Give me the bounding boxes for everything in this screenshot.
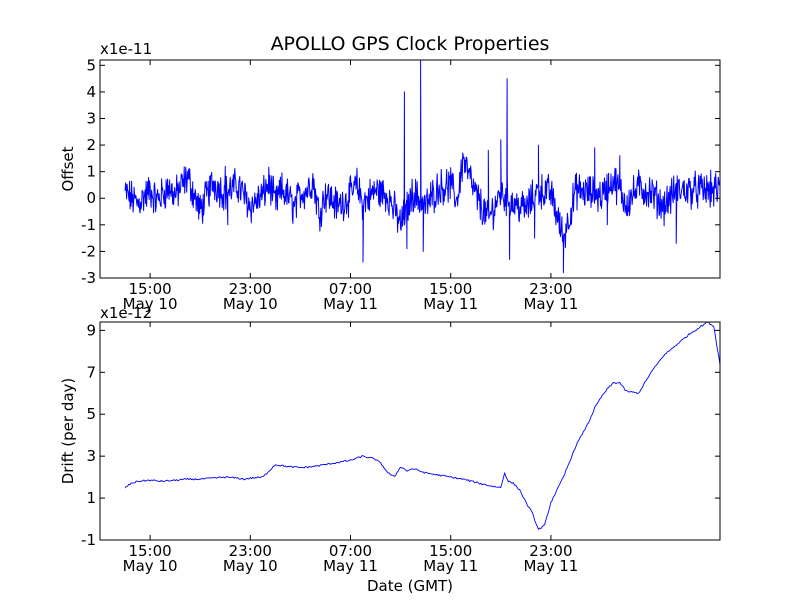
x-tick-time-label: 07:00 [329, 542, 372, 560]
x-tick-date-label: May 11 [423, 557, 478, 575]
x-tick-date-label: May 10 [223, 557, 278, 575]
offset-scale-label: x1e-11 [100, 40, 152, 58]
y-tick-label: 9 [86, 321, 96, 339]
x-tick-date-label: May 10 [123, 295, 178, 313]
y-tick-label: 3 [86, 109, 96, 127]
drift-series [124, 322, 720, 530]
offset-axes-frame [99, 59, 721, 279]
x-tick-time-label: 23:00 [529, 542, 572, 560]
y-tick-label: -2 [81, 242, 96, 260]
y-tick-label: 5 [86, 56, 96, 74]
offset-ylabel: Offset [59, 146, 77, 191]
x-tick-date-label: May 11 [323, 295, 378, 313]
y-tick-label: -1 [81, 216, 96, 234]
x-tick-date-label: May 10 [123, 557, 178, 575]
y-tick-label: 1 [86, 163, 96, 181]
y-tick-label: 7 [86, 363, 96, 381]
y-tick-label: 0 [86, 189, 96, 207]
drift-line [124, 322, 720, 530]
y-tick-label: -3 [81, 269, 96, 287]
drift-scale-label: x1e-12 [100, 304, 152, 322]
offset-line [124, 60, 720, 274]
x-tick-time-label: 07:00 [329, 280, 372, 298]
x-tick-time-label: 23:00 [229, 542, 272, 560]
y-tick-label: 2 [86, 136, 96, 154]
y-tick-label: 3 [86, 447, 96, 465]
x-tick-date-label: May 11 [323, 557, 378, 575]
x-tick-time-label: 15:00 [429, 280, 472, 298]
x-tick-date-label: May 11 [523, 557, 578, 575]
x-tick-time-label: 15:00 [128, 542, 171, 560]
x-tick-time-label: 15:00 [429, 542, 472, 560]
offset-series [124, 60, 720, 274]
x-tick-time-label: 15:00 [128, 280, 171, 298]
y-tick-label: 1 [86, 489, 96, 507]
x-axis-label: Date (GMT) [367, 577, 453, 595]
x-tick-date-label: May 11 [423, 295, 478, 313]
drift-axes-frame [99, 321, 721, 541]
x-tick-time-label: 23:00 [229, 280, 272, 298]
y-tick-label: 5 [86, 405, 96, 423]
drift-ylabel: Drift (per day) [59, 378, 77, 485]
x-tick-time-label: 23:00 [529, 280, 572, 298]
y-tick-label: 4 [86, 83, 96, 101]
y-tick-label: -1 [81, 531, 96, 549]
x-tick-date-label: May 10 [223, 295, 278, 313]
chart-title: APOLLO GPS Clock Properties [271, 33, 550, 55]
x-tick-date-label: May 11 [523, 295, 578, 313]
